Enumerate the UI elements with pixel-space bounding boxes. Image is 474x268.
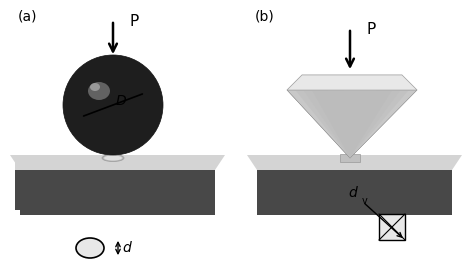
Polygon shape <box>257 170 452 215</box>
Ellipse shape <box>100 92 126 117</box>
Ellipse shape <box>83 75 143 135</box>
Polygon shape <box>303 90 401 158</box>
Ellipse shape <box>109 101 117 109</box>
Ellipse shape <box>85 77 140 132</box>
Ellipse shape <box>63 55 163 155</box>
Ellipse shape <box>75 68 151 143</box>
Ellipse shape <box>97 89 129 121</box>
Ellipse shape <box>65 58 161 152</box>
Ellipse shape <box>81 73 146 137</box>
Ellipse shape <box>82 74 144 136</box>
Ellipse shape <box>73 65 153 145</box>
Ellipse shape <box>74 66 152 144</box>
Polygon shape <box>247 155 462 170</box>
Bar <box>379 214 405 240</box>
Polygon shape <box>295 90 409 158</box>
Polygon shape <box>350 90 352 158</box>
Text: (b): (b) <box>255 10 275 24</box>
Text: (a): (a) <box>18 10 37 24</box>
Text: D: D <box>116 94 126 108</box>
Ellipse shape <box>104 155 122 161</box>
Ellipse shape <box>72 64 154 146</box>
Text: d: d <box>122 241 131 255</box>
Text: P: P <box>130 14 139 29</box>
Ellipse shape <box>90 83 100 91</box>
Ellipse shape <box>76 238 104 258</box>
Ellipse shape <box>78 70 148 140</box>
Text: d: d <box>348 186 357 200</box>
Ellipse shape <box>106 98 120 113</box>
Polygon shape <box>287 75 350 158</box>
Ellipse shape <box>77 69 149 141</box>
Polygon shape <box>319 90 384 158</box>
Ellipse shape <box>94 86 132 124</box>
Ellipse shape <box>91 83 136 128</box>
Ellipse shape <box>71 62 155 147</box>
Polygon shape <box>311 90 392 158</box>
Ellipse shape <box>67 59 159 151</box>
Ellipse shape <box>92 84 134 126</box>
Ellipse shape <box>88 82 110 100</box>
Ellipse shape <box>84 76 142 134</box>
Ellipse shape <box>87 79 139 131</box>
Ellipse shape <box>110 102 116 107</box>
Ellipse shape <box>79 71 147 139</box>
Polygon shape <box>10 155 225 170</box>
Ellipse shape <box>98 90 128 120</box>
Polygon shape <box>302 75 402 158</box>
Polygon shape <box>344 90 360 158</box>
Ellipse shape <box>103 95 123 115</box>
Polygon shape <box>287 75 417 90</box>
Ellipse shape <box>68 60 158 150</box>
Text: v: v <box>362 196 368 206</box>
Ellipse shape <box>88 80 138 130</box>
Polygon shape <box>350 75 417 158</box>
Ellipse shape <box>112 104 114 106</box>
Ellipse shape <box>108 100 118 110</box>
Ellipse shape <box>102 154 124 162</box>
Ellipse shape <box>69 61 157 149</box>
Ellipse shape <box>89 81 137 129</box>
Ellipse shape <box>99 91 127 119</box>
Ellipse shape <box>104 96 122 114</box>
Ellipse shape <box>95 87 130 122</box>
Ellipse shape <box>102 94 124 116</box>
Text: P: P <box>367 23 376 38</box>
Bar <box>340 154 360 162</box>
Polygon shape <box>328 90 376 158</box>
Polygon shape <box>336 90 368 158</box>
Ellipse shape <box>107 99 119 111</box>
Ellipse shape <box>93 85 133 125</box>
Bar <box>15 170 215 210</box>
Bar <box>15 155 215 170</box>
Polygon shape <box>287 90 417 158</box>
Polygon shape <box>20 170 215 215</box>
Ellipse shape <box>64 56 162 154</box>
